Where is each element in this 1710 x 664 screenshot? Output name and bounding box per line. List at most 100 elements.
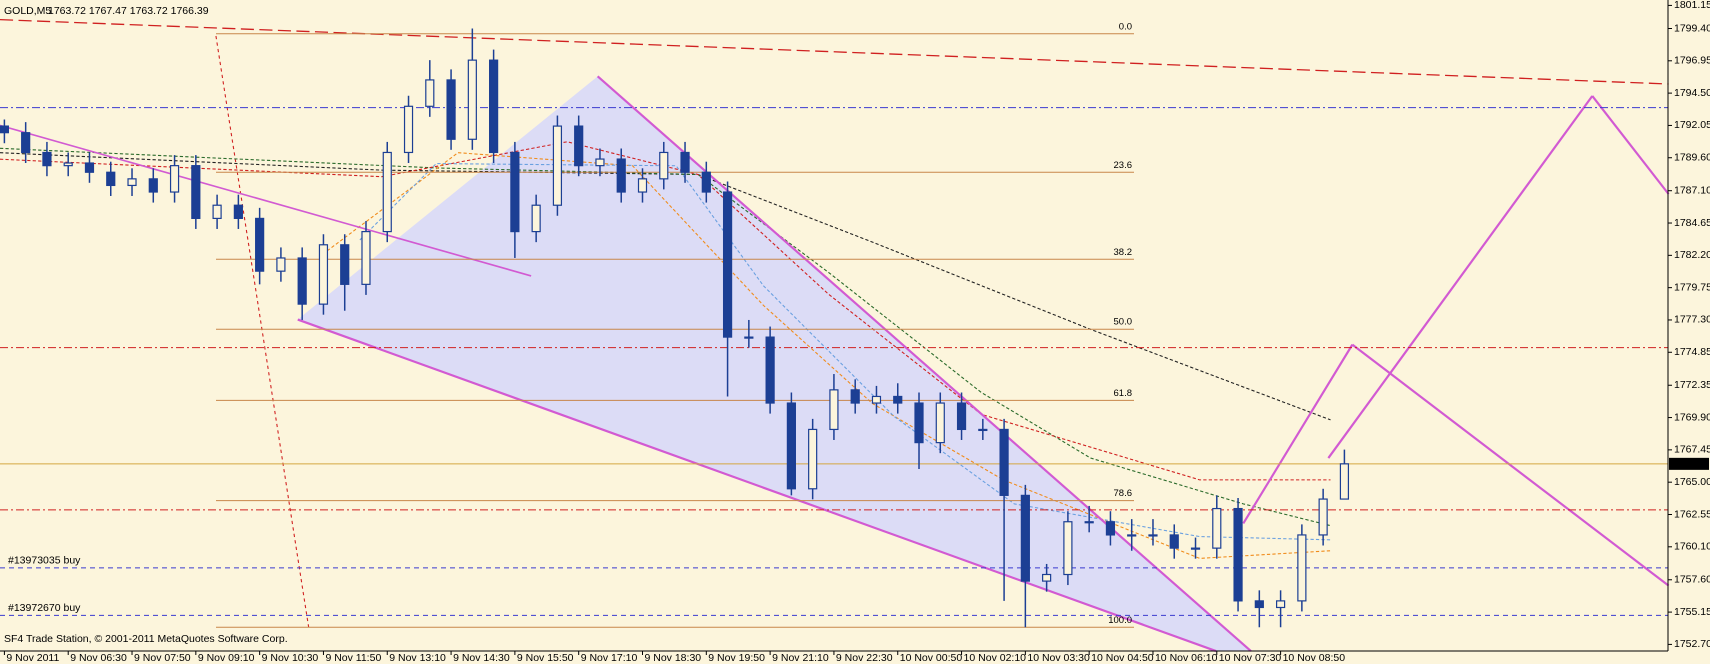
candle-body bbox=[765, 336, 775, 404]
order-label: #13973035 buy bbox=[8, 555, 81, 567]
y-tick-label: 1796.95 bbox=[1674, 55, 1710, 67]
candle-body bbox=[1275, 600, 1286, 609]
x-tick-label: 10 Nov 07:30 bbox=[1219, 652, 1282, 664]
candle-body bbox=[21, 132, 31, 154]
candle-body bbox=[574, 125, 584, 167]
candle-body bbox=[786, 402, 796, 490]
fib-label: 23.6 bbox=[1114, 160, 1133, 171]
trend-line bbox=[215, 35, 310, 628]
candle-body bbox=[1233, 507, 1243, 602]
order-label: #13972670 buy bbox=[8, 602, 81, 614]
candle-body bbox=[1063, 521, 1073, 576]
candle-body bbox=[893, 395, 903, 404]
candle-body bbox=[1339, 463, 1350, 500]
candle-body bbox=[340, 244, 350, 285]
projection-line bbox=[1351, 343, 1670, 587]
candle-body bbox=[1318, 498, 1328, 536]
moving-average bbox=[0, 147, 1331, 527]
x-tick-label: 9 Nov 07:50 bbox=[134, 652, 191, 664]
ohlc-header: 1763.72 1767.47 1763.72 1766.39 bbox=[48, 5, 209, 17]
y-tick-label: 1757.60 bbox=[1674, 574, 1710, 586]
x-tick-label: 9 Nov 2011 bbox=[6, 652, 59, 664]
x-tick-label: 9 Nov 06:30 bbox=[70, 652, 127, 664]
x-tick-label: 9 Nov 15:50 bbox=[517, 652, 574, 664]
candles bbox=[0, 28, 1350, 628]
y-tick-label: 1784.65 bbox=[1674, 217, 1710, 229]
y-tick-label: 1774.85 bbox=[1674, 346, 1710, 358]
candle-body bbox=[297, 257, 307, 305]
projection-line bbox=[1242, 344, 1354, 525]
candle-body bbox=[935, 402, 945, 444]
candle-body bbox=[680, 151, 690, 173]
y-tick-label: 1782.20 bbox=[1674, 249, 1710, 261]
wedge-line bbox=[297, 318, 1217, 653]
fib-label: 100.0 bbox=[1108, 615, 1132, 626]
y-tick-label: 1755.15 bbox=[1674, 606, 1710, 618]
candle-body bbox=[489, 59, 499, 154]
candle-body bbox=[148, 178, 158, 193]
candle-body bbox=[1190, 547, 1201, 550]
candle-body bbox=[233, 204, 243, 220]
candle-body bbox=[808, 428, 818, 490]
x-tick-label: 9 Nov 21:10 bbox=[772, 652, 829, 664]
projection-line bbox=[1591, 95, 1670, 195]
candle-body bbox=[403, 105, 414, 154]
candle-body bbox=[850, 389, 860, 404]
x-tick-label: 10 Nov 08:50 bbox=[1283, 652, 1346, 664]
footer: SF4 Trade Station, © 2001-2011 MetaQuote… bbox=[4, 633, 288, 645]
candle-body bbox=[531, 204, 541, 233]
candle-body bbox=[956, 402, 967, 431]
candle-body bbox=[361, 230, 371, 285]
price-label: 1766.39 bbox=[1671, 458, 1709, 470]
price-label-box bbox=[1669, 457, 1709, 470]
candle-body bbox=[84, 162, 95, 173]
candle-body bbox=[276, 257, 286, 272]
x-tick-label: 9 Nov 13:10 bbox=[389, 652, 446, 664]
x-tick-label: 9 Nov 17:10 bbox=[581, 652, 638, 664]
candle-body bbox=[744, 336, 754, 339]
candle-body bbox=[255, 217, 265, 272]
candle-body bbox=[212, 204, 222, 220]
fib-label: 78.6 bbox=[1114, 488, 1133, 499]
candle-body bbox=[1169, 534, 1179, 549]
moving-average bbox=[0, 141, 1331, 481]
candle-body bbox=[1254, 600, 1264, 609]
candle-body bbox=[467, 59, 477, 140]
projection-line bbox=[1327, 95, 1594, 459]
moving-average bbox=[326, 152, 1331, 559]
fib-label: 0.0 bbox=[1119, 21, 1132, 32]
x-tick-label: 10 Nov 04:50 bbox=[1091, 652, 1154, 664]
candle-body bbox=[978, 428, 988, 432]
candle-body bbox=[169, 165, 180, 193]
candle-body bbox=[659, 151, 669, 180]
candle-body bbox=[701, 171, 711, 193]
y-tick-label: 1765.00 bbox=[1674, 476, 1710, 488]
y-tick-label: 1787.10 bbox=[1674, 184, 1710, 196]
y-tick-label: 1799.40 bbox=[1674, 22, 1710, 34]
x-tick-label: 10 Nov 06:10 bbox=[1155, 652, 1218, 664]
moving-average bbox=[0, 152, 1331, 421]
x-tick-label: 9 Nov 10:30 bbox=[262, 652, 319, 664]
candle-body bbox=[106, 171, 116, 187]
x-tick-label: 9 Nov 09:10 bbox=[198, 652, 255, 664]
candle-body bbox=[1105, 521, 1116, 536]
candle-body bbox=[1297, 534, 1307, 602]
candle-body bbox=[595, 158, 605, 167]
y-tick-label: 1801.15 bbox=[1674, 0, 1710, 11]
candle-body bbox=[616, 158, 626, 193]
candle-body bbox=[510, 151, 520, 233]
moving-average bbox=[359, 163, 1331, 541]
y-tick-label: 1794.50 bbox=[1674, 87, 1710, 99]
candle-body bbox=[1148, 534, 1158, 537]
candle-body bbox=[999, 428, 1009, 496]
x-tick-label: 9 Nov 11:50 bbox=[325, 652, 381, 664]
y-tick-label: 1792.05 bbox=[1674, 119, 1710, 131]
y-tick-label: 1777.30 bbox=[1674, 314, 1710, 326]
candle-body bbox=[1127, 534, 1137, 537]
candle-body bbox=[552, 125, 563, 206]
candle-body bbox=[1212, 507, 1222, 549]
fib-label: 61.8 bbox=[1114, 388, 1133, 399]
y-tick-label: 1752.70 bbox=[1674, 638, 1710, 650]
candle-body bbox=[1042, 573, 1052, 582]
